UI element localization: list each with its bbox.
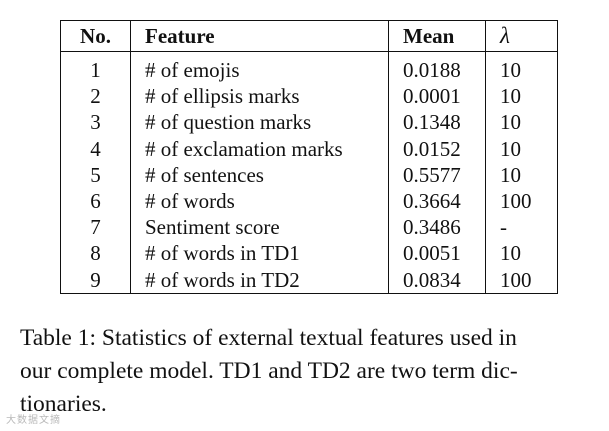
header-mean: Mean bbox=[388, 20, 486, 52]
cell-mean: 0.0051 bbox=[388, 240, 486, 267]
cell-feature: # of question marks bbox=[130, 109, 389, 136]
features-table-container: No. Feature Mean λ 1 # of emojis 0.0188 … bbox=[60, 20, 558, 294]
cell-mean: 0.0188 bbox=[388, 57, 486, 84]
caption-line: tionaries. bbox=[20, 391, 107, 417]
cell-mean: 0.0152 bbox=[388, 135, 486, 162]
watermark: 大数据文摘 bbox=[6, 415, 61, 426]
cell-feature: # of sentences bbox=[130, 161, 389, 188]
table-header-row: No. Feature Mean λ bbox=[60, 20, 558, 52]
table-row: 2 # of ellipsis marks 0.0001 10 bbox=[60, 83, 558, 110]
table-row: 8 # of words in TD1 0.0051 10 bbox=[60, 240, 558, 267]
cell-mean: 0.0834 bbox=[388, 266, 486, 294]
table-caption: Table 1: Statistics of external textual … bbox=[20, 322, 606, 421]
header-lambda: λ bbox=[485, 20, 558, 52]
cell-lambda: 10 bbox=[485, 83, 558, 110]
cell-no: 1 bbox=[60, 57, 131, 84]
cell-lambda: 100 bbox=[485, 187, 558, 215]
table-row: 4 # of exclamation marks 0.0152 10 bbox=[60, 135, 558, 162]
cell-feature: # of ellipsis marks bbox=[130, 83, 389, 110]
header-no: No. bbox=[60, 20, 131, 52]
cell-lambda: 10 bbox=[485, 57, 558, 84]
cell-feature: Sentiment score bbox=[130, 214, 389, 241]
cell-no: 6 bbox=[60, 187, 131, 215]
cell-mean: 0.3486 bbox=[388, 214, 486, 241]
cell-feature: # of words in TD1 bbox=[130, 240, 389, 267]
cell-feature: # of words bbox=[130, 187, 389, 215]
table-row: 9 # of words in TD2 0.0834 100 bbox=[60, 266, 558, 294]
cell-mean: 0.0001 bbox=[388, 83, 486, 110]
cell-feature: # of exclamation marks bbox=[130, 135, 389, 162]
cell-no: 4 bbox=[60, 135, 131, 162]
cell-mean: 0.1348 bbox=[388, 109, 486, 136]
cell-mean: 0.3664 bbox=[388, 187, 486, 215]
cell-no: 2 bbox=[60, 83, 131, 110]
table-row: 7 Sentiment score 0.3486 - bbox=[60, 214, 558, 241]
cell-no: 8 bbox=[60, 240, 131, 267]
cell-feature: # of words in TD2 bbox=[130, 266, 389, 294]
cell-no: 7 bbox=[60, 214, 131, 241]
cell-no: 9 bbox=[60, 266, 131, 294]
caption-line: our complete model. TD1 and TD2 are two … bbox=[20, 358, 518, 384]
cell-lambda: 10 bbox=[485, 161, 558, 188]
cell-lambda: 10 bbox=[485, 135, 558, 162]
features-table: No. Feature Mean λ 1 # of emojis 0.0188 … bbox=[60, 20, 558, 294]
table-row: 3 # of question marks 0.1348 10 bbox=[60, 109, 558, 136]
table-row: 5 # of sentences 0.5577 10 bbox=[60, 161, 558, 188]
cell-feature: # of emojis bbox=[130, 57, 389, 84]
cell-lambda: - bbox=[485, 214, 558, 241]
header-feature: Feature bbox=[130, 20, 389, 52]
cell-mean: 0.5577 bbox=[388, 161, 486, 188]
cell-lambda: 10 bbox=[485, 109, 558, 136]
cell-no: 5 bbox=[60, 161, 131, 188]
table-row: 6 # of words 0.3664 100 bbox=[60, 187, 558, 215]
cell-lambda: 10 bbox=[485, 240, 558, 267]
caption-line: Table 1: Statistics of external textual … bbox=[20, 325, 517, 351]
table-row: 1 # of emojis 0.0188 10 bbox=[60, 57, 558, 84]
cell-lambda: 100 bbox=[485, 266, 558, 294]
cell-no: 3 bbox=[60, 109, 131, 136]
